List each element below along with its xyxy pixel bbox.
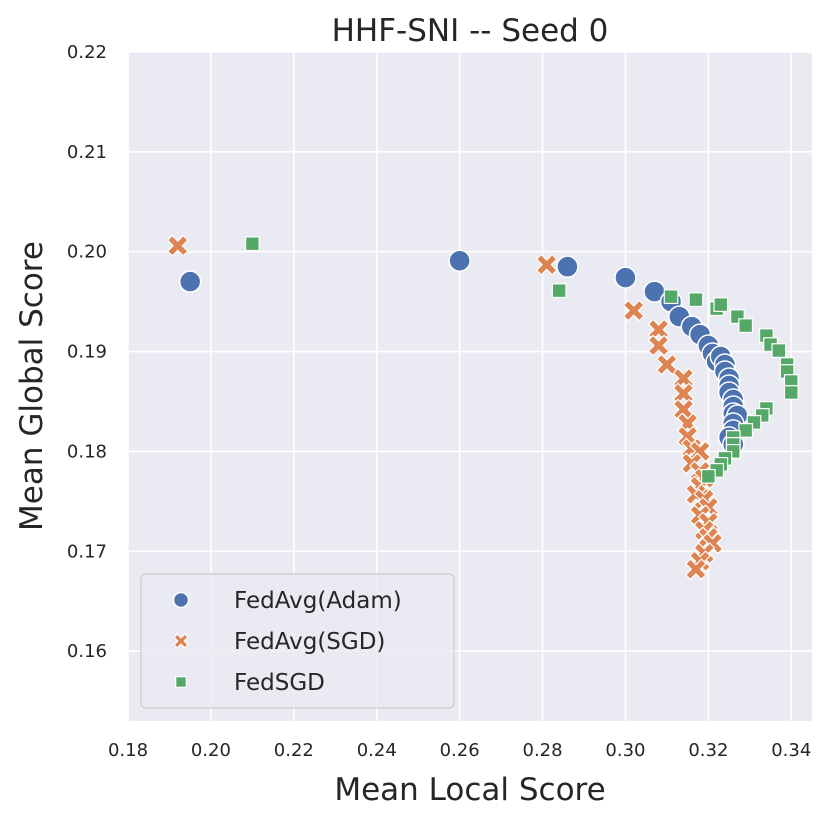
x-tick-labels: 0.18 0.20 0.22 0.24 0.26 0.28 0.30 0.32 0.34 bbox=[108, 740, 811, 761]
y-tick-label: 0.22 bbox=[67, 42, 107, 63]
x-point bbox=[647, 334, 670, 357]
x-point bbox=[647, 318, 670, 341]
x-tick-label: 0.26 bbox=[440, 740, 480, 761]
square-point bbox=[738, 423, 754, 438]
circle-point bbox=[178, 270, 202, 293]
circle-point bbox=[556, 255, 579, 278]
square-point bbox=[663, 289, 679, 305]
circle-point bbox=[448, 249, 471, 272]
data-points bbox=[166, 234, 799, 581]
x-point bbox=[166, 234, 189, 257]
x-tick-label: 0.34 bbox=[771, 740, 811, 761]
x-point bbox=[622, 299, 645, 322]
x-point bbox=[535, 253, 558, 276]
x-tick-label: 0.20 bbox=[191, 740, 231, 761]
legend: FedAvg(Adam) FedAvg(SGD) FedSGD bbox=[140, 573, 455, 709]
legend-label: FedSGD bbox=[234, 670, 325, 696]
legend-box bbox=[140, 573, 455, 709]
legend-marker-x bbox=[173, 633, 189, 649]
square-point bbox=[551, 283, 567, 299]
x-point bbox=[684, 558, 707, 581]
circle-point bbox=[614, 266, 637, 289]
series-fedsgd bbox=[244, 236, 799, 484]
y-tick-labels: 0.16 0.17 0.18 0.19 0.20 0.21 0.22 bbox=[67, 42, 107, 662]
y-tick-label: 0.20 bbox=[67, 242, 107, 263]
x-tick-label: 0.30 bbox=[605, 740, 645, 761]
x-tick-label: 0.24 bbox=[357, 740, 397, 761]
y-tick-label: 0.17 bbox=[67, 541, 107, 562]
y-tick-label: 0.18 bbox=[67, 441, 107, 462]
legend-marker-circle bbox=[172, 591, 190, 609]
y-tick-label: 0.16 bbox=[67, 641, 107, 662]
x-tick-label: 0.22 bbox=[274, 740, 314, 761]
legend-label: FedAvg(SGD) bbox=[234, 629, 385, 655]
y-tick-label: 0.21 bbox=[67, 142, 107, 163]
square-point bbox=[688, 292, 704, 308]
square-point bbox=[244, 236, 260, 252]
x-tick-label: 0.32 bbox=[688, 740, 728, 761]
x-axis-label: Mean Local Score bbox=[334, 772, 605, 808]
y-tick-label: 0.19 bbox=[67, 342, 107, 363]
square-point bbox=[738, 318, 754, 333]
square-point bbox=[700, 468, 716, 484]
x-point bbox=[672, 382, 695, 405]
x-tick-label: 0.28 bbox=[523, 740, 563, 761]
y-axis-label: Mean Global Score bbox=[14, 241, 50, 531]
square-point bbox=[783, 385, 799, 400]
legend-marker-square bbox=[175, 676, 187, 688]
x-tick-label: 0.18 bbox=[108, 740, 148, 761]
square-point bbox=[713, 297, 729, 313]
legend-label: FedAvg(Adam) bbox=[234, 588, 402, 614]
square-point bbox=[771, 343, 787, 358]
chart-title: HHF-SNI -- Seed 0 bbox=[332, 13, 609, 49]
